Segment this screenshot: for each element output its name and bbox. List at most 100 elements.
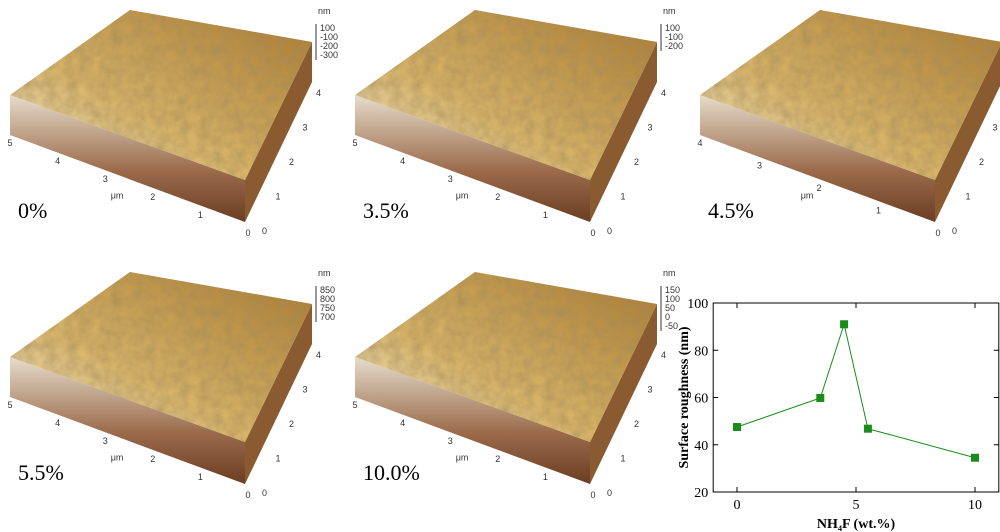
- y-tick-label: 3: [303, 385, 308, 395]
- z-tick-label: 100: [665, 23, 680, 33]
- y-tick-label: 100: [687, 297, 708, 312]
- y-tick-label: 1: [621, 454, 626, 464]
- y-tick-label: 0: [607, 226, 612, 236]
- panel-label: 10.0%: [363, 460, 420, 485]
- y-tick-label: 3: [303, 123, 308, 133]
- y-tick-label: 80: [694, 344, 708, 359]
- x-tick-label: 3: [757, 161, 762, 171]
- z-unit: nm: [318, 268, 331, 278]
- x-tick-label: 5: [853, 498, 860, 513]
- side-front: [700, 95, 935, 222]
- x-tick-label: 2: [495, 192, 500, 202]
- z-tick-label: 0: [665, 312, 670, 322]
- x-tick-label: 4: [55, 418, 60, 428]
- panel-label: 0%: [18, 198, 47, 223]
- x-tick-label: 3: [103, 174, 108, 184]
- x-tick-label: 4: [400, 156, 405, 166]
- z-tick-label: 100: [665, 294, 680, 304]
- z-tick-label: 750: [320, 303, 335, 313]
- z-tick-label: -200: [320, 41, 338, 51]
- y-tick-label: 4: [316, 350, 321, 360]
- x-tick-label: 4: [697, 138, 702, 148]
- side-front: [355, 95, 590, 222]
- x-tick-label: 2: [816, 183, 821, 193]
- side-front: [10, 357, 245, 484]
- z-tick-label: 800: [320, 294, 335, 304]
- x-tick-label: 2: [495, 454, 500, 464]
- y-tick-label: 1: [276, 454, 281, 464]
- marker: [971, 453, 979, 462]
- side-right: [935, 46, 1000, 222]
- afm-panel: 4.5%01234μm01234nm100-100-200-300: [697, 10, 1000, 238]
- afm-panel: 0% 0 1 2 3 4 5 μm 0 1 2 3 4 nm 100-100-200-300: [7, 6, 338, 238]
- surface: [355, 272, 657, 442]
- side-front: [10, 95, 245, 222]
- y-tick-label: 20: [694, 486, 708, 501]
- y-tick-label: 3: [648, 385, 653, 395]
- xy-unit: μm: [456, 453, 469, 463]
- y-tick-label: 1: [966, 192, 971, 202]
- panel-label: 4.5%: [708, 198, 754, 223]
- x-tick-label: 5: [7, 400, 12, 410]
- surface: [700, 10, 1000, 180]
- x-tick-label: 4: [400, 418, 405, 428]
- y-tick-label: 4: [316, 88, 321, 98]
- z-tick-label: -100: [665, 32, 683, 42]
- marker: [733, 423, 741, 432]
- x-axis-label: NH₄F (wt.%): [817, 517, 896, 532]
- marker: [816, 393, 825, 402]
- x-tick-label: 1: [543, 472, 548, 482]
- y-tick-label: 2: [634, 419, 639, 429]
- xy-unit: μm: [801, 191, 814, 201]
- z-unit: nm: [318, 6, 331, 16]
- x-tick-label: 3: [103, 436, 108, 446]
- panel-label: 5.5%: [18, 460, 64, 485]
- z-tick-label: 700: [320, 312, 335, 322]
- surface: [10, 272, 312, 442]
- x-tick-label: 0: [935, 228, 940, 238]
- x-tick-label: 0: [245, 490, 250, 500]
- side-right: [590, 304, 657, 484]
- z-tick-label: 150: [665, 285, 680, 295]
- y-tick-label: 60: [694, 392, 708, 407]
- y-tick-label: 3: [993, 123, 998, 133]
- panel-label: 3.5%: [363, 198, 409, 223]
- x-tick-label: 5: [352, 138, 357, 148]
- x-tick-label: 4: [55, 156, 60, 166]
- x-tick-label: 0: [590, 490, 595, 500]
- x-tick-label: 2: [150, 192, 155, 202]
- z-tick-label: -100: [320, 32, 338, 42]
- x-tick-label: 2: [150, 454, 155, 464]
- side-right: [245, 42, 312, 222]
- y-tick-label: 4: [661, 350, 666, 360]
- x-tick-label: 3: [448, 436, 453, 446]
- y-tick-label: 4: [661, 88, 666, 98]
- y-tick-label: 1: [621, 192, 626, 202]
- xy-unit: μm: [111, 191, 124, 201]
- z-unit: nm: [663, 6, 676, 16]
- plot-frame: [712, 302, 1000, 493]
- x-tick-label: 10: [968, 498, 982, 513]
- side-right: [590, 42, 657, 222]
- z-tick-label: -300: [320, 50, 338, 60]
- y-tick-label: 40: [694, 439, 708, 454]
- line: [736, 322, 976, 459]
- marker: [840, 320, 849, 329]
- x-tick-label: 5: [352, 400, 357, 410]
- x-tick-label: 1: [198, 472, 203, 482]
- x-tick-label: 1: [198, 210, 203, 220]
- y-tick-label: 1: [276, 192, 281, 202]
- x-tick-label: 0: [245, 228, 250, 238]
- z-tick-label: -200: [665, 41, 683, 51]
- afm-panel: 3.5% 0 1 2 3 4 5 μm 0 1 2 3 4 nm 100-100-200: [352, 6, 683, 238]
- y-tick-label: 0: [262, 488, 267, 498]
- x-tick-label: 5: [7, 138, 12, 148]
- x-tick-label: 1: [543, 210, 548, 220]
- surface: [355, 10, 657, 180]
- x-tick-label: 0: [734, 498, 741, 513]
- chart: 20 40 60 80 100 0 5 10 NH₄F (wt.%) Surface roughn…: [677, 297, 1000, 532]
- z-tick-label: 50: [665, 303, 675, 313]
- y-tick-label: 2: [289, 157, 294, 167]
- y-tick-label: 3: [648, 123, 653, 133]
